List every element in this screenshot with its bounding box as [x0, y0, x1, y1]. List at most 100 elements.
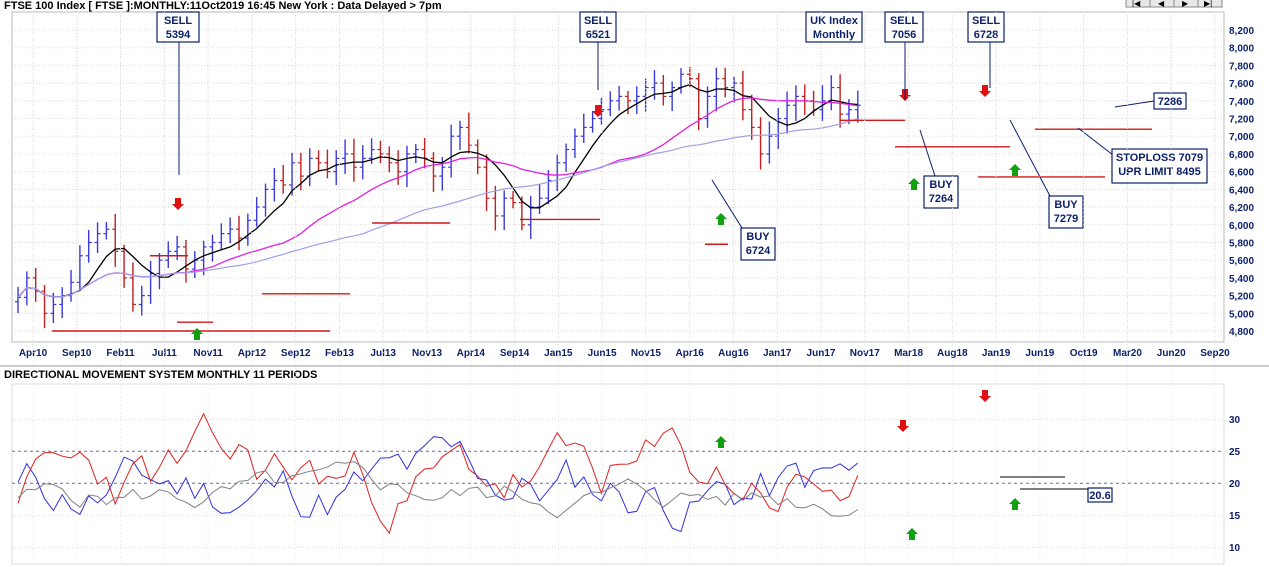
- x-tick-label: Jan19: [982, 348, 1011, 359]
- x-tick-label: Mar18: [894, 348, 923, 359]
- y-tick-label: 4,800: [1229, 327, 1254, 338]
- y-tick-label: 5,000: [1229, 309, 1254, 320]
- y-tick-label: 8,200: [1229, 26, 1254, 37]
- annotation-line-2: 6728: [974, 29, 998, 41]
- annotation-line-1: SELL: [890, 15, 918, 27]
- price-bars: [15, 66, 861, 328]
- annotation-box: [579, 11, 617, 43]
- y-tick-label: 7,600: [1229, 79, 1254, 90]
- y-tick-label: 8,000: [1229, 44, 1254, 55]
- buy-arrow-icon: [1009, 164, 1021, 176]
- y-tick-label: 7,200: [1229, 115, 1254, 126]
- dmi-y-tick-label: 15: [1229, 511, 1241, 522]
- plus-di-line: [17, 436, 859, 533]
- dmi-y-ticks: 30 25 20 15 10: [1229, 415, 1241, 554]
- annotation-line-2: 7056: [892, 29, 916, 41]
- x-tick-label: Sep10: [62, 348, 92, 359]
- buy-arrow-icon: [715, 436, 727, 448]
- buy-arrow-icon: [191, 328, 203, 340]
- adx-line: [17, 461, 859, 519]
- x-tick-label: Aug18: [937, 348, 968, 359]
- x-tick-label: Apr14: [457, 348, 486, 359]
- y-tick-label: 6,400: [1229, 185, 1254, 196]
- annotation-line-2: 7279: [1054, 213, 1078, 225]
- nav-controls: |◀ ◀ ▶ ▶|: [1125, 0, 1223, 8]
- annotation-line-1: SELL: [972, 15, 1000, 27]
- annotation-box: [740, 227, 776, 261]
- annotation-box: [805, 11, 863, 43]
- annotation-line-2: 6521: [586, 29, 610, 41]
- x-tick-label: Jul13: [370, 348, 396, 359]
- leader-line: [919, 129, 936, 177]
- annotation-line-1: UK Index: [810, 15, 859, 27]
- dmi-value-box-frame: [1087, 487, 1113, 503]
- prev-icon: ◀: [1158, 0, 1165, 8]
- y-tick-label: 5,800: [1229, 238, 1254, 249]
- sell-arrow-icon: [172, 198, 184, 210]
- y-tick-label: 7,400: [1229, 97, 1254, 108]
- annotation-box: [1153, 92, 1187, 110]
- x-tick-label: Nov13: [412, 348, 442, 359]
- buy-arrow-icon: [908, 178, 920, 190]
- x-tick-label: Sep12: [281, 348, 311, 359]
- y-tick-label: 7,000: [1229, 132, 1254, 143]
- nav-last-button[interactable]: [1197, 0, 1223, 8]
- sell-arrow-icon: [979, 390, 991, 402]
- dmi-title: DIRECTIONAL MOVEMENT SYSTEM MONTHLY 11 P…: [4, 369, 317, 381]
- dmi-y-tick-label: 20: [1229, 479, 1241, 490]
- y-tick-label: 5,200: [1229, 292, 1254, 303]
- annotation-line-1: BUY: [929, 179, 953, 191]
- annotation-line-2: 7264: [929, 193, 954, 205]
- y-tick-label: 5,400: [1229, 274, 1254, 285]
- annotation-box: [1111, 148, 1208, 184]
- first-icon: |◀: [1132, 0, 1141, 8]
- dmi-lines: [17, 412, 859, 535]
- annotation-line-1: BUY: [746, 231, 770, 243]
- annotation-line-1: 7286: [1158, 96, 1182, 108]
- dmi-arrows: [715, 390, 1090, 540]
- x-tick-label: Aug16: [718, 348, 749, 359]
- annotation-box: [967, 11, 1005, 43]
- x-tick-label: Jun20: [1157, 348, 1186, 359]
- annotation-box: [884, 11, 924, 43]
- annotation-line-1: BUY: [1054, 199, 1078, 211]
- sell-arrow-icon: [897, 420, 909, 432]
- x-tick-label: Oct19: [1070, 348, 1098, 359]
- x-tick-label: Apr12: [238, 348, 267, 359]
- x-tick-label: Nov11: [193, 348, 223, 359]
- x-tick-label: Sep14: [500, 348, 530, 359]
- buy-arrow-icon: [906, 528, 918, 540]
- next-icon: ▶: [1182, 0, 1189, 8]
- dmi-y-tick-label: 25: [1229, 447, 1241, 458]
- annotation-line-1: STOPLOSS 7079: [1116, 152, 1203, 164]
- y-axis-ticks: 8,200 8,000 7,800 7,600 7,400 7,200 7,000 6,800…: [1229, 26, 1254, 338]
- y-tick-label: 7,800: [1229, 61, 1254, 72]
- leader-line: [711, 179, 743, 229]
- dmi-y-tick-label: 30: [1229, 415, 1241, 426]
- leader-line: [1009, 119, 1051, 197]
- dmi-plot-area: [11, 383, 1225, 565]
- x-tick-label: Mar20: [1113, 348, 1142, 359]
- x-tick-label: Feb13: [325, 348, 354, 359]
- x-tick-label: Jun15: [588, 348, 617, 359]
- x-tick-label: Jan17: [763, 348, 792, 359]
- annotation-line-2: 5394: [166, 29, 191, 41]
- dmi-y-tick-label: 10: [1229, 543, 1241, 554]
- annotation-line-2: UPR LIMIT 8495: [1118, 166, 1201, 178]
- buy-arrow-icon: [1009, 498, 1021, 510]
- x-tick-label: Sep20: [1200, 348, 1230, 359]
- last-icon: ▶|: [1204, 0, 1212, 8]
- x-tick-label: Jun17: [807, 348, 836, 359]
- annotation-box: [1048, 195, 1084, 229]
- dmi-value-label: 20.6: [1089, 490, 1110, 502]
- x-tick-label: Nov15: [631, 348, 661, 359]
- x-tick-label: Feb11: [106, 348, 135, 359]
- annotation-line-2: 6724: [746, 245, 771, 257]
- x-tick-label: Apr16: [675, 348, 704, 359]
- minus-di-line: [17, 412, 859, 535]
- y-tick-label: 6,000: [1229, 221, 1254, 232]
- moving-averages: [17, 83, 858, 298]
- support-lines: [52, 119, 1152, 332]
- buy-arrow-icon: [715, 213, 727, 225]
